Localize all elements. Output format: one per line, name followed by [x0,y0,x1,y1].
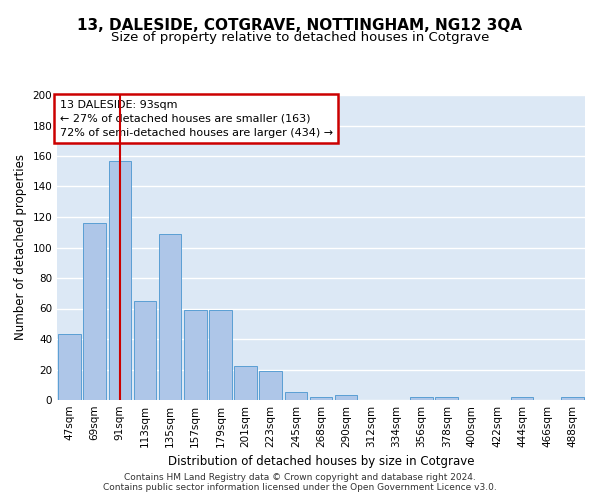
Text: 13 DALESIDE: 93sqm
← 27% of detached houses are smaller (163)
72% of semi-detach: 13 DALESIDE: 93sqm ← 27% of detached hou… [59,100,333,138]
Bar [561,397,584,400]
Bar [109,160,131,400]
Bar [234,366,257,400]
Bar [58,334,81,400]
Y-axis label: Number of detached properties: Number of detached properties [14,154,27,340]
X-axis label: Distribution of detached houses by size in Cotgrave: Distribution of detached houses by size … [168,456,474,468]
Bar [209,310,232,400]
Bar [335,396,358,400]
Bar [184,310,206,400]
Bar [410,397,433,400]
Bar [310,397,332,400]
Text: 13, DALESIDE, COTGRAVE, NOTTINGHAM, NG12 3QA: 13, DALESIDE, COTGRAVE, NOTTINGHAM, NG12… [77,18,523,32]
Text: Contains HM Land Registry data © Crown copyright and database right 2024.
Contai: Contains HM Land Registry data © Crown c… [103,473,497,492]
Text: Size of property relative to detached houses in Cotgrave: Size of property relative to detached ho… [111,31,489,44]
Bar [436,397,458,400]
Bar [159,234,181,400]
Bar [259,371,282,400]
Bar [83,223,106,400]
Bar [511,397,533,400]
Bar [284,392,307,400]
Bar [134,301,157,400]
